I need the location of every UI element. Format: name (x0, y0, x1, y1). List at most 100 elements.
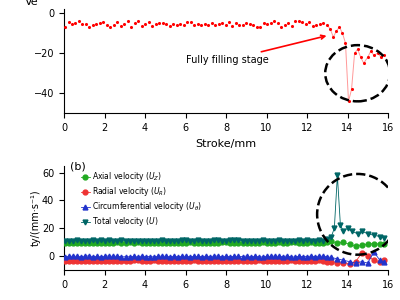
Point (118, 23, 124, 28)
Point (324, 23, 330, 28)
Point (86, 24, 93, 29)
Point (336, 25, 342, 29)
Point (282, 23, 288, 28)
Total velocity ($U$) (296, 238, 301, 242)
Total velocity ($U$) (382, 236, 386, 240)
Radial velocity ($U_R$) (220, 259, 225, 263)
Point (125, 19, 131, 24)
Point (83, 22, 89, 26)
Point (236, 22, 243, 27)
Total velocity ($U$) (248, 239, 253, 243)
Point (268, 20, 274, 25)
Point (360, 61, 367, 66)
Point (250, 22, 257, 27)
Point (198, 23, 204, 28)
Point (180, 22, 187, 27)
Point (333, 29, 340, 34)
Text: (b): (b) (70, 161, 86, 171)
Axial velocity ($U_Z$) (305, 241, 310, 244)
Point (191, 23, 197, 28)
Point (240, 22, 246, 27)
Point (184, 20, 190, 24)
Circumferential velocity ($U_{\theta}$) (353, 261, 358, 265)
Total velocity ($U$) (139, 239, 144, 243)
Point (79, 21, 86, 26)
Point (292, 19, 298, 24)
Point (177, 22, 183, 27)
Point (107, 24, 114, 29)
Point (128, 25, 134, 29)
Point (358, 55, 364, 60)
Line: Radial velocity ($U_R$): Radial velocity ($U_R$) (62, 251, 386, 266)
Axial velocity ($U_Z$) (353, 244, 358, 248)
Point (278, 24, 284, 29)
Line: Total velocity ($U$): Total velocity ($U$) (62, 173, 386, 244)
Circumferential velocity ($U_{\theta}$) (91, 255, 96, 258)
Point (201, 22, 208, 27)
Point (339, 31, 346, 35)
Point (247, 22, 253, 26)
Circumferential velocity ($U_{\theta}$) (63, 255, 68, 259)
Point (205, 22, 211, 27)
Total velocity ($U$) (196, 238, 200, 242)
Radial velocity ($U_R$) (382, 259, 386, 262)
Point (345, 99, 352, 104)
Point (296, 19, 302, 24)
Point (342, 41, 349, 46)
Point (330, 35, 336, 40)
Point (194, 21, 201, 26)
Radial velocity ($U_R$) (63, 259, 68, 263)
Point (257, 24, 264, 29)
Axial velocity ($U_Z$) (220, 241, 225, 244)
Point (135, 19, 142, 24)
Radial velocity ($U_R$) (168, 259, 172, 262)
Circumferential velocity ($U_{\theta}$) (168, 255, 172, 259)
Point (219, 20, 225, 25)
Circumferential velocity ($U_{\theta}$) (305, 255, 310, 259)
Point (138, 23, 145, 28)
Point (313, 23, 320, 28)
Point (229, 24, 236, 28)
Radial velocity ($U_R$) (347, 262, 352, 266)
Total velocity ($U$) (188, 239, 192, 243)
Point (310, 24, 316, 29)
Axial velocity ($U_Z$) (264, 242, 269, 245)
X-axis label: Stroke/mm: Stroke/mm (196, 139, 256, 149)
Radial velocity ($U_R$) (359, 251, 364, 255)
Circumferential velocity ($U_{\theta}$) (382, 260, 386, 263)
Point (375, 51, 381, 56)
Point (174, 22, 180, 27)
Point (100, 20, 106, 25)
Point (170, 22, 176, 26)
Point (348, 87, 355, 92)
Point (299, 20, 306, 24)
Point (121, 22, 128, 27)
Point (288, 23, 295, 28)
Point (378, 55, 384, 60)
Point (320, 20, 326, 25)
Point (261, 20, 267, 25)
Total velocity ($U$) (335, 173, 340, 177)
Point (93, 22, 100, 26)
Point (302, 22, 309, 27)
Point (152, 22, 159, 26)
Axial velocity ($U_Z$) (168, 241, 172, 245)
Point (65, 20, 72, 25)
Point (76, 19, 82, 24)
Point (132, 21, 138, 26)
Point (222, 22, 229, 27)
Point (188, 20, 194, 25)
Point (351, 51, 358, 56)
Circumferential velocity ($U_{\theta}$) (220, 255, 225, 259)
Point (381, 53, 387, 58)
Axial velocity ($U_Z$) (91, 241, 96, 245)
Point (275, 21, 281, 26)
Point (111, 23, 117, 28)
Circumferential velocity ($U_{\theta}$) (264, 254, 269, 258)
Total velocity ($U$) (147, 239, 152, 243)
Point (254, 25, 260, 29)
Line: Circumferential velocity ($U_{\theta}$): Circumferential velocity ($U_{\theta}$) (62, 250, 386, 266)
Point (149, 24, 156, 29)
Point (243, 21, 250, 26)
Y-axis label: Ve: Ve (25, 0, 38, 7)
